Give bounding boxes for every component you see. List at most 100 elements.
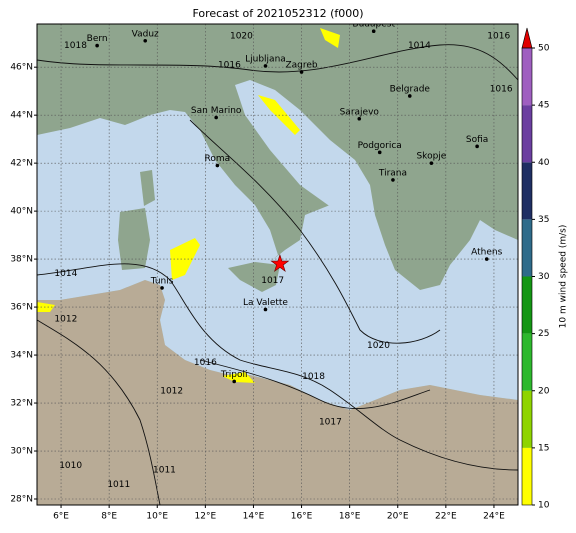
- isobar-label: 1017: [319, 418, 342, 428]
- colorbar-label: 10 m wind speed (m/s): [559, 225, 569, 329]
- x-tick-label: 8°E: [101, 512, 117, 522]
- colorbar-segment: [522, 447, 532, 505]
- city-dot: [407, 94, 412, 98]
- isobar-label: 1012: [160, 387, 183, 397]
- isobar-label: 1020: [230, 31, 253, 41]
- city-dot: [263, 64, 268, 68]
- city-label: Podgorica: [358, 141, 402, 151]
- y-tick-label: 42°N: [10, 159, 33, 169]
- city-dot: [160, 286, 164, 290]
- city-label: Vaduz: [132, 29, 159, 39]
- colorbar-segment: [522, 219, 532, 277]
- y-tick-label: 30°N: [10, 447, 33, 457]
- colorbar-segment: [522, 105, 532, 163]
- x-tick-label: 6°E: [53, 512, 69, 522]
- x-tick-label: 20°E: [387, 512, 409, 522]
- city-dot: [371, 29, 376, 33]
- wind-area: [37, 302, 55, 312]
- city-label: Zagreb: [285, 60, 317, 70]
- isobar-label: 1016: [487, 31, 510, 41]
- wind-area: [222, 372, 255, 383]
- city-dot: [357, 116, 362, 121]
- isobar-label: 1014: [54, 269, 77, 279]
- colorbar-extend: [521, 27, 533, 49]
- wind-area: [320, 28, 340, 48]
- sicily: [228, 262, 280, 292]
- city-label: Athens: [471, 248, 502, 258]
- y-tick-label: 38°N: [10, 255, 33, 265]
- colorbar-tick-label: 10: [538, 501, 550, 511]
- colorbar-tick-label: 35: [538, 215, 549, 225]
- city-dot: [215, 163, 220, 168]
- x-tick-label: 18°E: [339, 512, 361, 522]
- isobar-label: 1018: [302, 372, 325, 382]
- colorbar-tick-label: 45: [538, 101, 549, 111]
- colorbar-segment: [522, 333, 532, 391]
- city-label: Roma: [205, 154, 231, 164]
- city-label: Tripoli: [220, 370, 248, 380]
- colorbar-segment: [522, 390, 532, 448]
- colorbar-segment: [522, 162, 532, 220]
- isobar: [37, 44, 518, 81]
- isobar-label: 1017: [261, 276, 284, 286]
- city-dot: [484, 257, 489, 261]
- x-tick-label: 22°E: [435, 512, 457, 522]
- city-dot: [214, 115, 218, 120]
- isobar: [199, 359, 431, 409]
- colorbar-segment: [522, 48, 532, 106]
- isobar-label: 1016: [490, 84, 513, 94]
- sea: [37, 80, 518, 410]
- x-tick-label: 10°E: [146, 512, 168, 522]
- city-label: Bern: [87, 34, 108, 44]
- y-tick-label: 34°N: [10, 351, 33, 361]
- y-tick-label: 44°N: [10, 111, 33, 121]
- colorbar-tick-label: 25: [538, 329, 549, 339]
- sardinia: [118, 208, 150, 270]
- map-frame: [36, 23, 519, 506]
- x-tick-label: 12°E: [195, 512, 217, 522]
- y-tick-label: 40°N: [10, 207, 33, 217]
- colorbar-tick-label: 40: [538, 158, 550, 168]
- colorbar-tick-label: 20: [538, 386, 550, 396]
- isobar-label: 1016: [218, 60, 241, 70]
- city-label: Sarajevo: [340, 107, 380, 117]
- y-tick-label: 46°N: [10, 63, 33, 73]
- isobar-label: 1012: [54, 315, 77, 325]
- city-label: Tunis: [150, 276, 174, 286]
- city-label: Ljubljana: [245, 54, 286, 64]
- title: Forecast of 2021052312 (f000): [192, 7, 363, 20]
- isobar-label: 1014: [408, 41, 431, 51]
- city-dot: [232, 379, 237, 384]
- y-tick-label: 32°N: [10, 399, 33, 409]
- city-dot: [95, 43, 99, 48]
- isobar: [37, 263, 518, 471]
- colorbar-segment: [522, 276, 532, 334]
- isobar-label: 1010: [59, 461, 82, 471]
- colorbar-tick-label: 30: [538, 272, 550, 282]
- isobar-label: 1011: [153, 466, 176, 476]
- storm-center: [270, 253, 290, 272]
- city-dot: [391, 178, 395, 182]
- y-tick-label: 36°N: [10, 303, 33, 313]
- city-dot: [475, 144, 479, 149]
- isobar-label: 1020: [367, 341, 390, 351]
- isobar: [189, 119, 441, 344]
- y-tick-label: 28°N: [10, 495, 33, 505]
- isobar-label: 1011: [107, 480, 130, 490]
- colorbar-tick-label: 15: [538, 443, 549, 453]
- map: 1018 1020 1016 1014 1016 1016 1014 1012 1016 1018…: [37, 20, 518, 505]
- city-label: Budapest: [352, 20, 395, 30]
- city-dot: [377, 150, 382, 155]
- city-dot: [429, 161, 434, 165]
- x-tick-label: 14°E: [243, 512, 265, 522]
- city-label: Belgrade: [390, 84, 431, 94]
- city-label: Tirana: [378, 168, 407, 178]
- x-tick-label: 24°E: [483, 512, 505, 522]
- isobar-label: 1018: [64, 41, 87, 51]
- colorbar-tick-label: 50: [538, 44, 550, 54]
- city-label: La Valette: [243, 298, 288, 308]
- isobar: [37, 319, 161, 505]
- city-dot: [263, 307, 268, 312]
- city-dot: [299, 70, 304, 74]
